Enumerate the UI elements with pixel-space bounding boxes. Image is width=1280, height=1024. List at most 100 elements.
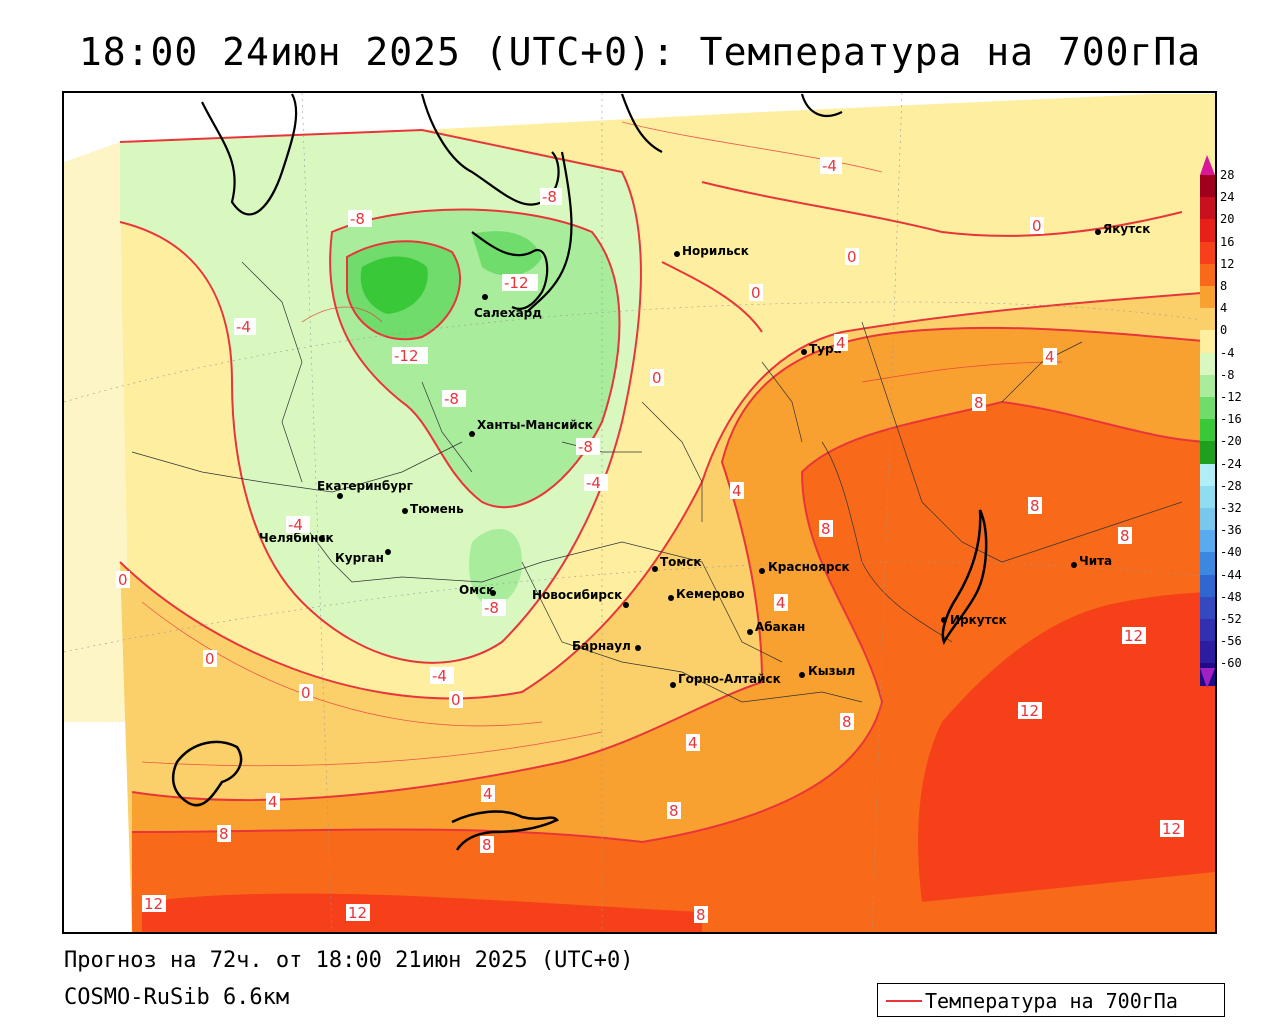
contour-label: 8	[480, 836, 494, 854]
city-gorno-altaysk: Горно-Алтайск	[670, 672, 781, 688]
contour-label: 4	[834, 334, 848, 352]
city-barnaul: Барнаул	[572, 639, 641, 653]
colorbar-tick-label: -32	[1220, 501, 1242, 515]
aral-sea	[171, 740, 243, 807]
city-chita: Чита	[1071, 554, 1112, 568]
city-tura: Тура	[801, 342, 842, 356]
svg-text:-4: -4	[236, 318, 251, 336]
colorbar: 28 24 20 16 12 8 4 0 -4 -8 -12 -16 -20 -24 -28 -32 -36 -4…	[1200, 155, 1280, 695]
contour-label: -4	[820, 157, 842, 175]
contour-label: 0	[749, 284, 763, 302]
colorbar-tick-label: -4	[1220, 345, 1235, 360]
svg-text:-4: -4	[586, 474, 601, 492]
thin-isotherm-lines	[141, 121, 1063, 767]
contour-label: -8	[442, 390, 466, 408]
colorbar-tick-label: -20	[1220, 434, 1242, 449]
svg-text:Салехард: Салехард	[474, 306, 542, 320]
colorbar-tick-label: -36	[1220, 523, 1242, 538]
svg-text:0: 0	[652, 369, 662, 387]
temperature-map[interactable]: Норильск Якутск Салехард Тура Ханты-Манс…	[62, 91, 1217, 934]
svg-text:-12: -12	[394, 347, 419, 365]
legend-label: Температура на 700гПа	[925, 989, 1178, 1013]
svg-text:Ханты-Мансийск: Ханты-Мансийск	[477, 418, 593, 432]
contour-label: 12	[1160, 820, 1184, 838]
contour-label: 8	[972, 394, 986, 412]
colorbar-segment	[1200, 508, 1215, 531]
colorbar-tick-label: 24	[1220, 190, 1235, 205]
colorbar-tick-label: 12	[1220, 256, 1235, 271]
colorbar-tick-label: -48	[1220, 589, 1242, 604]
contour-label: 12	[1018, 702, 1042, 720]
contour-label: 4	[1043, 348, 1057, 366]
colorbar-tick-label: 16	[1220, 234, 1235, 249]
colorbar-tick-label: 20	[1220, 212, 1235, 227]
svg-text:Чита: Чита	[1079, 554, 1112, 568]
svg-text:4: 4	[483, 785, 493, 803]
map-canvas: Норильск Якутск Салехард Тура Ханты-Манс…	[64, 93, 1215, 932]
contour-label: -4	[234, 318, 256, 336]
svg-text:Норильск: Норильск	[682, 244, 749, 258]
model-name: COSMO-RuSib 6.6км	[64, 985, 290, 1010]
svg-text:12: 12	[1124, 627, 1143, 645]
contour-label: -4	[584, 474, 608, 492]
colorbar-tick-label: -56	[1220, 634, 1242, 649]
colorbar-segment	[1200, 619, 1215, 642]
city-novosibirsk: Новосибирск	[532, 588, 629, 608]
contour-label: 0	[116, 571, 130, 589]
contour-label: 12	[346, 904, 370, 922]
svg-text:8: 8	[482, 836, 492, 854]
svg-text:Якутск: Якутск	[1103, 222, 1150, 236]
svg-text:Кызыл: Кызыл	[808, 664, 855, 678]
svg-text:Курган: Курган	[335, 551, 384, 565]
city-kurgan: Курган	[335, 549, 391, 565]
contour-label: 8	[840, 713, 854, 731]
colorbar-tick-label: -44	[1220, 567, 1242, 582]
contour-labels: -4 -8 -8 -12 -12 -4 0 -8 0 0 4 -8 -4 0 4…	[116, 157, 1184, 924]
isotherm-lines	[119, 128, 1215, 844]
colorbar-segment	[1200, 485, 1215, 508]
colorbar-segment	[1200, 241, 1215, 264]
contour-label: 0	[845, 248, 859, 266]
contour-label: 4	[686, 734, 700, 752]
svg-text:-4: -4	[432, 667, 447, 685]
colorbar-tick-label: -60	[1220, 656, 1242, 671]
contour-label: 4	[774, 594, 788, 612]
svg-text:Екатеринбург: Екатеринбург	[317, 479, 413, 493]
colorbar-segment	[1200, 197, 1215, 220]
colorbar-tick-label: -8	[1220, 367, 1235, 382]
svg-text:Горно-Алтайск: Горно-Алтайск	[678, 672, 781, 686]
city-tomsk: Томск	[652, 555, 702, 572]
svg-text:0: 0	[301, 684, 311, 702]
contour-label: -4	[430, 667, 454, 685]
colorbar-segment	[1200, 397, 1215, 420]
svg-text:4: 4	[836, 334, 846, 352]
svg-text:0: 0	[751, 284, 761, 302]
svg-text:-4: -4	[288, 516, 303, 534]
contour-label: 8	[694, 906, 708, 924]
colorbar-tick-label: 28	[1220, 168, 1235, 182]
colorbar-segment	[1200, 175, 1215, 198]
contour-label: 12	[1122, 627, 1146, 645]
colorbar-tick-label: 0	[1220, 323, 1228, 338]
colorbar-segment	[1200, 574, 1215, 597]
svg-text:-8: -8	[578, 438, 593, 456]
colorbar-tick-label: 4	[1220, 301, 1228, 316]
svg-text:Челябинск: Челябинск	[259, 531, 334, 545]
contour-label: 8	[1118, 527, 1132, 545]
svg-text:8: 8	[974, 394, 984, 412]
svg-text:12: 12	[1162, 820, 1181, 838]
colorbar-segment	[1200, 441, 1215, 464]
svg-text:4: 4	[688, 734, 698, 752]
svg-text:Новосибирск: Новосибирск	[532, 588, 622, 602]
svg-text:12: 12	[1020, 702, 1039, 720]
contour-label: -12	[392, 347, 428, 365]
contour-label: 8	[819, 520, 833, 538]
city-omsk: Омск	[459, 583, 496, 597]
colorbar-segment	[1200, 263, 1215, 286]
svg-text:-8: -8	[444, 390, 459, 408]
lake-baikal	[941, 509, 988, 645]
contour-label: 0	[449, 691, 463, 709]
svg-text:8: 8	[1120, 527, 1130, 545]
colorbar-tick-label: -12	[1220, 390, 1242, 404]
contour-label: -8	[576, 438, 600, 456]
